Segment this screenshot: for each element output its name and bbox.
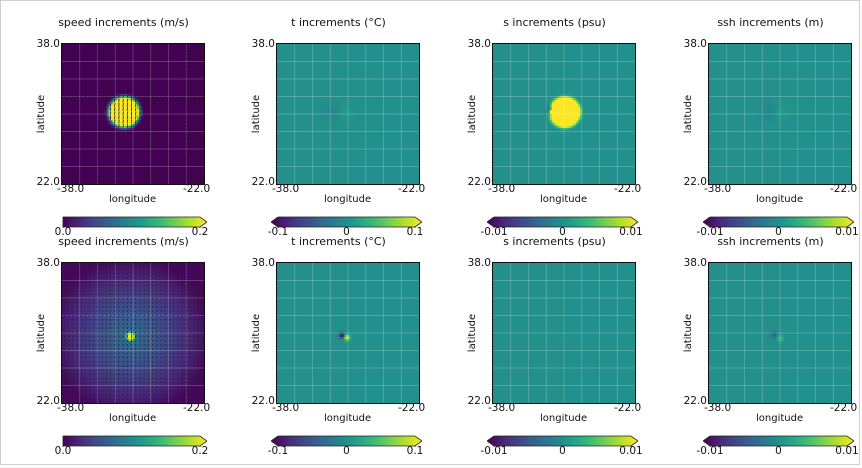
- velocity-vector: [106, 46, 107, 47]
- velocity-vector: [127, 46, 128, 47]
- velocity-vector: [136, 46, 137, 47]
- heatmap-svg: [62, 44, 204, 184]
- velocity-vector: [81, 46, 82, 47]
- velocity-vector: [157, 50, 158, 51]
- velocity-vector: [119, 46, 120, 47]
- velocity-vector: [199, 50, 200, 51]
- velocity-vector: [152, 50, 153, 51]
- velocity-vector: [148, 46, 149, 47]
- velocity-vector: [131, 46, 132, 47]
- velocity-vector: [127, 50, 128, 51]
- velocity-vector: [136, 50, 137, 51]
- velocity-vector: [98, 46, 99, 47]
- velocity-vector: [203, 50, 204, 51]
- velocity-vector: [148, 50, 149, 51]
- velocity-vector: [115, 50, 116, 51]
- velocity-vector: [194, 50, 195, 51]
- velocity-vector: [173, 46, 174, 47]
- velocity-vector: [203, 46, 204, 47]
- velocity-vector: [182, 46, 183, 47]
- heatmap-plot-area: [61, 43, 205, 185]
- velocity-vector: [85, 50, 86, 51]
- velocity-vector: [85, 46, 86, 47]
- velocity-vector: [169, 50, 170, 51]
- velocity-vector: [68, 54, 69, 55]
- velocity-vector: [190, 46, 191, 47]
- velocity-vector: [123, 50, 124, 51]
- velocity-vector: [89, 54, 90, 55]
- velocity-vector: [123, 46, 124, 47]
- velocity-vector: [157, 46, 158, 47]
- velocity-vector: [73, 50, 74, 51]
- velocity-vector: [152, 46, 153, 47]
- velocity-vector: [194, 46, 195, 47]
- velocity-vector: [178, 46, 179, 47]
- velocity-vector: [106, 50, 107, 51]
- velocity-vector: [94, 54, 95, 55]
- velocity-vector: [85, 54, 86, 55]
- velocity-vector: [110, 46, 111, 47]
- velocity-vector: [115, 46, 116, 47]
- velocity-vector: [81, 54, 82, 55]
- velocity-vector: [119, 50, 120, 51]
- velocity-vector: [144, 50, 145, 51]
- velocity-vector: [186, 46, 187, 47]
- velocity-vector: [131, 50, 132, 51]
- velocity-vector: [81, 50, 82, 51]
- velocity-vector: [186, 50, 187, 51]
- velocity-vector: [89, 46, 90, 47]
- velocity-vector: [169, 46, 170, 47]
- velocity-vector: [140, 50, 141, 51]
- velocity-vector: [68, 46, 69, 47]
- velocity-vector: [77, 54, 78, 55]
- velocity-vector: [190, 50, 191, 51]
- velocity-vector: [102, 50, 103, 51]
- velocity-vector: [94, 50, 95, 51]
- velocity-vector: [77, 46, 78, 47]
- velocity-vector: [98, 54, 99, 55]
- velocity-vector: [73, 46, 74, 47]
- velocity-vector: [165, 50, 166, 51]
- velocity-vector: [161, 46, 162, 47]
- velocity-vector: [98, 50, 99, 51]
- velocity-vector: [165, 46, 166, 47]
- velocity-vector: [182, 50, 183, 51]
- chart-title: speed increments (m/s): [16, 16, 231, 30]
- velocity-vector: [64, 46, 65, 47]
- velocity-vector: [173, 50, 174, 51]
- velocity-vector: [68, 50, 69, 51]
- velocity-vector: [144, 46, 145, 47]
- velocity-vector: [110, 50, 111, 51]
- velocity-vector: [64, 50, 65, 51]
- velocity-vector: [178, 50, 179, 51]
- velocity-vector: [140, 46, 141, 47]
- velocity-vector: [89, 50, 90, 51]
- velocity-vector: [94, 46, 95, 47]
- velocity-vector: [77, 50, 78, 51]
- velocity-vector: [102, 46, 103, 47]
- velocity-vector: [64, 54, 65, 55]
- velocity-vector: [73, 54, 74, 55]
- velocity-vector: [199, 46, 200, 47]
- velocity-vector: [161, 50, 162, 51]
